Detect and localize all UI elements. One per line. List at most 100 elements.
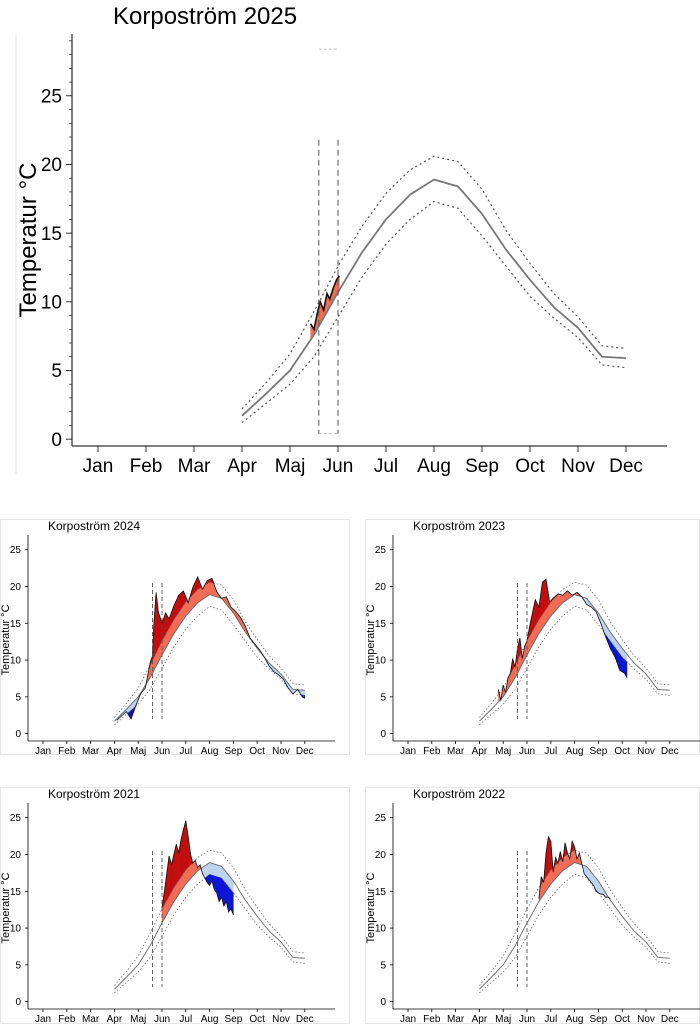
y-tick-label: 15	[41, 224, 62, 245]
x-tick-label: Nov	[272, 1014, 290, 1024]
chart-panel-1: 0 5 10 15 20 25 Jan Feb Mar Apr Maj Jun Jul Aug Sep Oct…	[0, 519, 350, 757]
y-axis-label: Temperatur °C	[0, 872, 12, 943]
x-tick-label: Jul	[544, 1014, 557, 1024]
chart-panel-0: 0 5 10 15 20 25 Jan Feb Mar Apr Maj Jun Jul Aug Sep Oct…	[15, 3, 667, 477]
x-tick-label: Jun	[323, 456, 354, 477]
panel-frame	[0, 787, 350, 1024]
x-tick-label: Apr	[107, 746, 123, 757]
x-tick-label: Aug	[566, 746, 584, 757]
x-tick-label: Jul	[544, 746, 557, 757]
normal-line	[114, 594, 305, 722]
y-tick-label: 20	[41, 155, 62, 176]
x-tick-label: Jul	[374, 456, 398, 477]
lower-band-line	[479, 606, 670, 726]
normal-line	[479, 862, 670, 990]
x-tick-label: Feb	[423, 1014, 441, 1024]
upper-band-line	[479, 581, 670, 718]
y-tick-label: 20	[10, 582, 22, 593]
x-tick-label: Mar	[82, 746, 100, 757]
y-tick-label: 10	[375, 924, 387, 935]
x-tick-label: Nov	[637, 1014, 655, 1024]
x-tick-label: Aug	[201, 1014, 219, 1024]
y-tick-label: 15	[10, 619, 22, 630]
x-tick-label: Oct	[515, 456, 545, 477]
x-tick-label: Maj	[495, 746, 511, 757]
y-axis-label: Temperatur °C	[365, 604, 377, 675]
x-tick-label: Jan	[400, 1014, 416, 1024]
x-tick-label: Nov	[561, 456, 595, 477]
x-tick-label: Jun	[519, 1014, 535, 1024]
y-tick-label: 10	[10, 924, 22, 935]
y-tick-label: 10	[375, 656, 387, 667]
x-tick-label: Aug	[417, 456, 451, 477]
x-tick-label: Oct	[614, 1014, 630, 1024]
x-tick-label: Feb	[58, 746, 76, 757]
panel-frame	[365, 787, 700, 1024]
y-tick-label: 5	[380, 960, 386, 971]
x-tick-label: Apr	[472, 746, 488, 757]
x-tick-label: Maj	[275, 456, 306, 477]
x-tick-label: Jul	[179, 746, 192, 757]
x-tick-label: Oct	[614, 746, 630, 757]
panel-frame	[0, 519, 350, 755]
upper-band-line	[114, 581, 305, 718]
x-tick-label: Feb	[58, 1014, 76, 1024]
lower-band-line	[114, 606, 305, 726]
y-tick-label: 0	[380, 729, 386, 740]
x-tick-label: Mar	[82, 1014, 100, 1024]
chart-panel-2: 0 5 10 15 20 25 Jan Feb Mar Apr Maj Jun Jul Aug Sep Oct…	[365, 519, 700, 757]
y-tick-label: 0	[51, 430, 62, 451]
x-tick-label: Apr	[107, 1014, 123, 1024]
normal-line	[114, 862, 305, 990]
x-tick-label: Sep	[225, 1014, 243, 1024]
normal-line	[479, 594, 670, 722]
y-tick-label: 0	[15, 997, 21, 1008]
chart-title: Korpoström 2023	[413, 519, 505, 533]
x-tick-label: Feb	[130, 456, 163, 477]
y-tick-label: 20	[375, 850, 387, 861]
x-tick-label: Jan	[35, 746, 51, 757]
y-axis-label: Temperatur °C	[15, 163, 42, 318]
lower-band-line	[241, 200, 627, 424]
chart-title: Korpoström 2021	[48, 787, 140, 801]
x-tick-label: Nov	[272, 746, 290, 757]
normal-line	[241, 178, 627, 417]
x-tick-label: Sep	[225, 746, 243, 757]
x-tick-label: Mar	[447, 1014, 465, 1024]
y-axis-label: Temperatur °C	[365, 872, 377, 943]
chart-panel-3: 0 5 10 15 20 25 Jan Feb Mar Apr Maj Jun Jul Aug Sep Oct…	[0, 787, 350, 1024]
x-tick-label: Jun	[519, 746, 535, 757]
y-tick-label: 25	[41, 86, 62, 107]
x-tick-label: Jun	[154, 746, 170, 757]
y-tick-label: 20	[375, 582, 387, 593]
x-tick-label: Jan	[400, 746, 416, 757]
y-tick-label: 15	[10, 887, 22, 898]
observed-line	[498, 578, 628, 701]
y-tick-label: 10	[41, 292, 62, 313]
lower-band-line	[114, 874, 305, 994]
x-tick-label: Oct	[249, 1014, 265, 1024]
x-tick-label: Maj	[495, 1014, 511, 1024]
x-tick-label: Mar	[447, 746, 465, 757]
x-tick-label: Sep	[590, 1014, 608, 1024]
x-tick-label: Aug	[201, 746, 219, 757]
x-tick-label: Sep	[465, 456, 499, 477]
y-axis-label: Temperatur °C	[0, 604, 12, 675]
observed-line	[538, 835, 611, 899]
x-tick-label: Feb	[423, 746, 441, 757]
x-tick-label: Apr	[472, 1014, 488, 1024]
y-tick-label: 25	[375, 813, 387, 824]
y-tick-label: 0	[15, 729, 21, 740]
upper-band-line	[479, 849, 670, 986]
observed-line	[116, 575, 306, 721]
x-tick-label: Sep	[590, 746, 608, 757]
y-tick-label: 15	[375, 619, 387, 630]
x-tick-label: Apr	[227, 456, 257, 477]
x-tick-label: Dec	[661, 1014, 679, 1024]
chart-title: Korpoström 2025	[113, 3, 297, 30]
y-tick-label: 25	[10, 813, 22, 824]
x-tick-label: Jun	[154, 1014, 170, 1024]
x-tick-label: Maj	[130, 746, 146, 757]
